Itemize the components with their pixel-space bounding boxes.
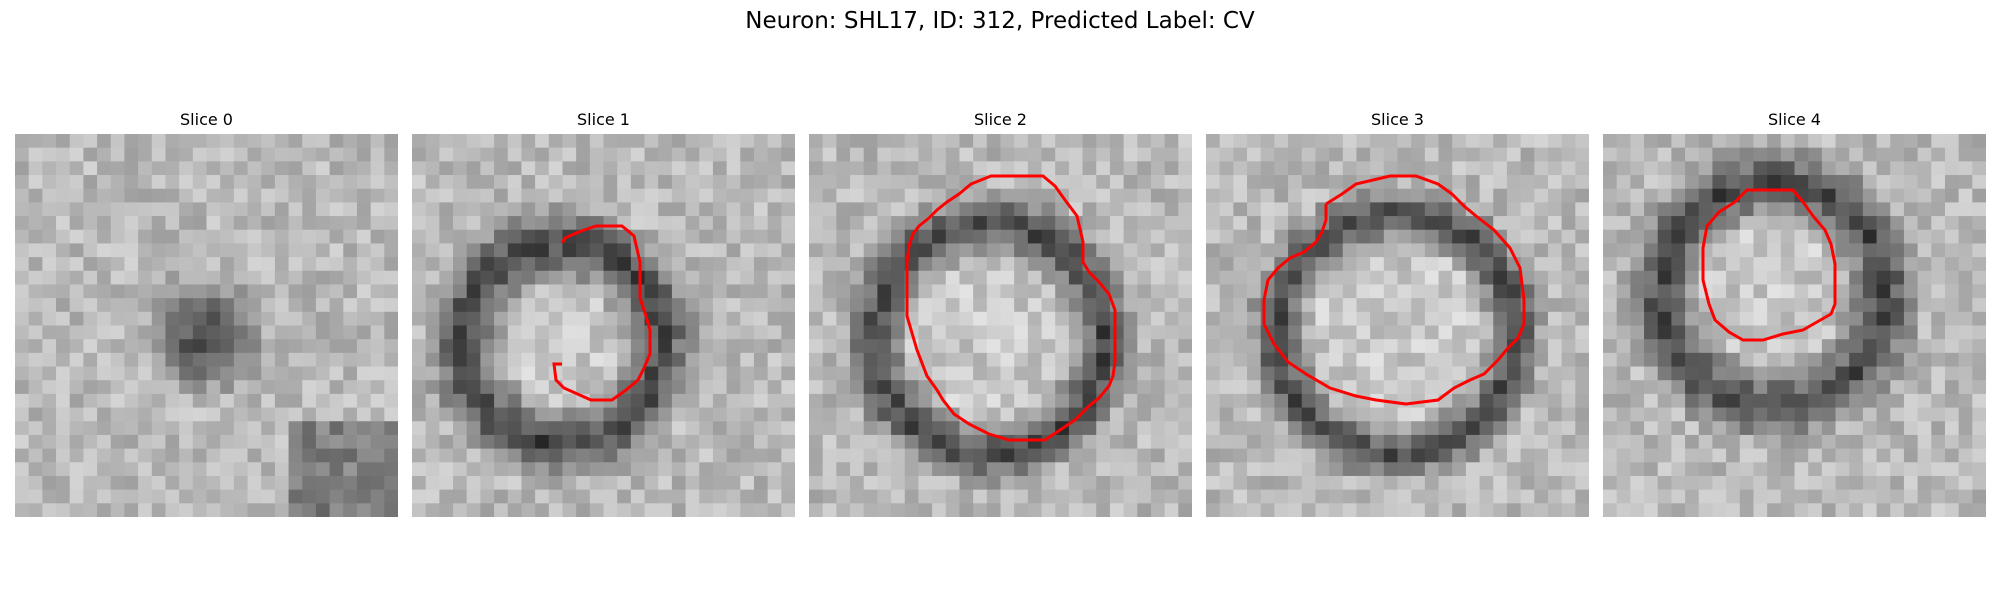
slice-3-contour	[1262, 174, 1526, 406]
slice-0-image	[15, 134, 398, 517]
slice-2-image	[809, 134, 1192, 517]
slice-0-grayscale-image	[15, 134, 398, 517]
slice-3-grayscale-image	[1206, 134, 1589, 517]
slice-4-image	[1603, 134, 1986, 517]
slice-0-title: Slice 0	[180, 110, 233, 129]
slice-2-grayscale-image	[809, 134, 1192, 517]
slice-2-contour	[905, 174, 1117, 442]
slice-3-image	[1206, 134, 1589, 517]
slice-2-title: Slice 2	[974, 110, 1027, 129]
slice-1-title: Slice 1	[577, 110, 630, 129]
slice-4-grayscale-image	[1603, 134, 1986, 517]
slice-1-contour	[552, 224, 652, 402]
slice-1-grayscale-image	[412, 134, 795, 517]
slice-4-contour	[1701, 188, 1837, 342]
slice-3-title: Slice 3	[1371, 110, 1424, 129]
slice-4-title: Slice 4	[1768, 110, 1821, 129]
figure-title: Neuron: SHL17, ID: 312, Predicted Label:…	[745, 8, 1255, 34]
slice-1-image	[412, 134, 795, 517]
